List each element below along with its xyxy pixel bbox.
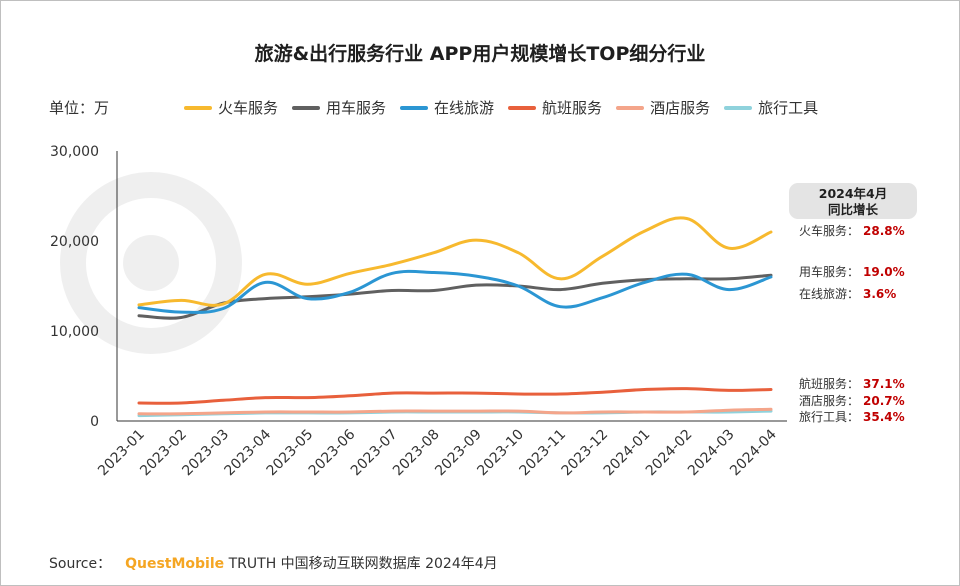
legend-swatch-flight xyxy=(508,105,537,110)
legend-item-travel-tool[interactable]: 旅行工具 xyxy=(724,97,818,118)
series-lines xyxy=(137,216,773,418)
legend-swatch-ota xyxy=(400,105,429,110)
y-tick-label: 30,000 xyxy=(50,144,99,160)
yoy-label-2: 在线旅游： xyxy=(799,287,859,301)
unit-label: 单位：万 xyxy=(49,99,110,117)
legend-label-car: 用车服务 xyxy=(326,99,387,117)
source-prefix: Source： xyxy=(49,556,112,572)
legend-item-hotel[interactable]: 酒店服务 xyxy=(616,97,710,118)
legend-swatch-car xyxy=(292,105,321,110)
watermark-logo xyxy=(60,172,242,354)
y-axis-ticks: 0 10,000 20,000 30,000 xyxy=(50,144,99,430)
legend-swatch-travel-tool xyxy=(724,105,753,110)
source-brand: QuestMobile xyxy=(125,556,225,572)
legend-swatch-train xyxy=(184,105,212,110)
yoy-header-line1: 2024年4月 xyxy=(819,186,888,201)
yoy-value-2: 3.6% xyxy=(863,287,896,301)
legend: 火车服务 用车服务 在线旅游 航班服务 酒店服务 旅行工具 xyxy=(184,97,832,118)
legend-item-ota[interactable]: 在线旅游 xyxy=(400,97,494,118)
x-axis-ticks: 2023-012023-022023-032023-042023-052023-… xyxy=(95,426,780,479)
x-tick-label: 2024-04 xyxy=(727,426,780,479)
y-tick-label: 0 xyxy=(90,414,99,430)
yoy-annotations: 2024年4月 同比增长 火车服务： 28.8% 用车服务： 19.0% 在线旅游： 3.… xyxy=(789,183,917,424)
yoy-header-box xyxy=(789,183,917,219)
yoy-value-4: 20.7% xyxy=(863,394,905,408)
legend-item-flight[interactable]: 航班服务 xyxy=(508,97,602,118)
legend-label-ota: 在线旅游 xyxy=(434,99,495,117)
series-line-0 xyxy=(137,216,773,307)
legend-swatch-hotel xyxy=(616,105,645,110)
yoy-label-1: 用车服务： xyxy=(799,264,859,279)
y-tick-label: 20,000 xyxy=(50,234,99,250)
axes xyxy=(116,151,787,422)
yoy-value-0: 28.8% xyxy=(863,224,905,238)
series-line-1 xyxy=(137,273,773,320)
chart-title: 旅游&出行服务行业 APP用户规模增长TOP细分行业 xyxy=(254,43,706,65)
yoy-value-1: 19.0% xyxy=(863,265,905,279)
yoy-value-3: 37.1% xyxy=(863,377,905,391)
series-line-3 xyxy=(137,387,773,405)
legend-label-train: 火车服务 xyxy=(218,99,279,117)
legend-label-hotel: 酒店服务 xyxy=(650,99,711,117)
series-line-2 xyxy=(137,269,773,314)
source-text: TRUTH 中国移动互联网数据库 2024年4月 xyxy=(228,556,498,572)
source-line: Source： QuestMobile TRUTH 中国移动互联网数据库 2024… xyxy=(49,553,498,573)
yoy-label-5: 旅行工具： xyxy=(799,410,859,424)
legend-item-car[interactable]: 用车服务 xyxy=(292,97,386,118)
yoy-label-3: 航班服务： xyxy=(799,376,859,391)
yoy-header-line2: 同比增长 xyxy=(828,202,879,217)
series-line-4 xyxy=(137,407,773,416)
y-tick-label: 10,000 xyxy=(50,324,99,340)
legend-label-flight: 航班服务 xyxy=(542,99,603,117)
legend-item-train[interactable]: 火车服务 xyxy=(184,97,278,118)
legend-label-travel-tool: 旅行工具 xyxy=(758,99,819,117)
yoy-label-4: 酒店服务： xyxy=(799,393,859,408)
yoy-label-0: 火车服务： xyxy=(799,223,859,238)
yoy-value-5: 35.4% xyxy=(863,410,905,424)
